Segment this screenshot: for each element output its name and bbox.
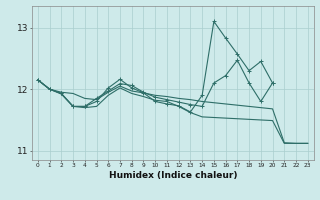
X-axis label: Humidex (Indice chaleur): Humidex (Indice chaleur) — [108, 171, 237, 180]
